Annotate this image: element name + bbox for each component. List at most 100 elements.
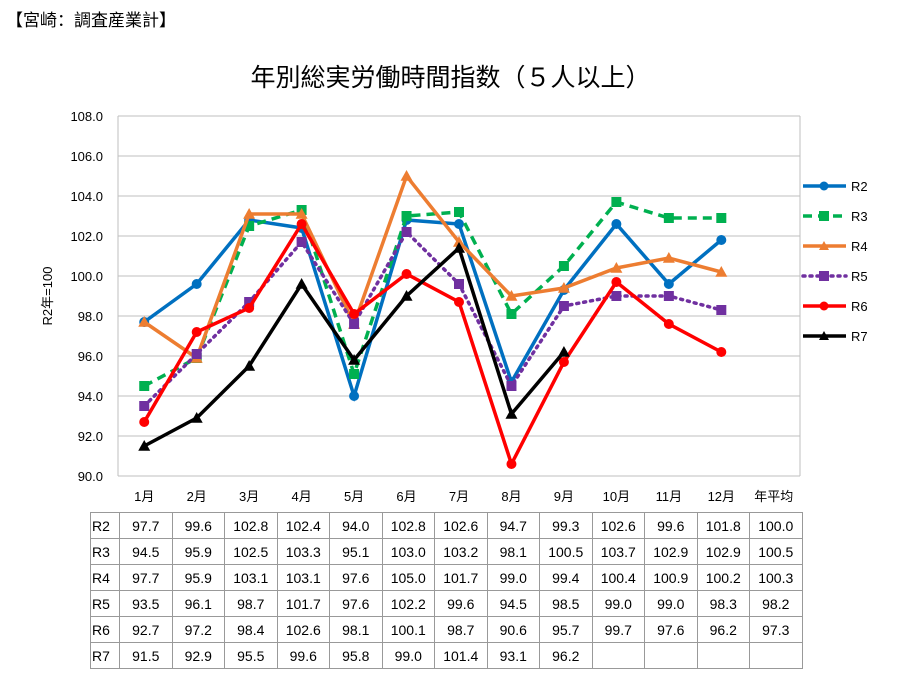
marker-triangle bbox=[243, 208, 256, 219]
table-cell: 99.6 bbox=[276, 642, 330, 669]
table-cell bbox=[644, 642, 698, 669]
table-cell: 101.7 bbox=[276, 590, 330, 617]
row-label: R5 bbox=[90, 590, 120, 617]
header-label: 【宮崎：調査産業計】 bbox=[6, 11, 176, 30]
table-cell: 101.7 bbox=[434, 564, 488, 591]
marker-circle bbox=[506, 459, 517, 469]
table-cell: 103.1 bbox=[224, 564, 278, 591]
table-cell: 97.6 bbox=[329, 564, 383, 591]
marker-triangle bbox=[715, 266, 728, 277]
marker-triangle bbox=[138, 316, 151, 327]
marker-triangle bbox=[819, 331, 829, 340]
table-cell: 90.6 bbox=[486, 616, 540, 643]
marker-circle bbox=[819, 301, 829, 311]
table-cell: 100.4 bbox=[591, 564, 645, 591]
marker-square bbox=[663, 213, 674, 223]
table-cell: 103.3 bbox=[276, 538, 330, 565]
marker-triangle bbox=[190, 412, 203, 423]
table-cell: 100.1 bbox=[381, 616, 435, 643]
table-cell: 98.3 bbox=[696, 590, 750, 617]
table-cell: 102.4 bbox=[276, 512, 330, 539]
x-tick-label: 7月 bbox=[449, 489, 469, 504]
legend-label: R2 bbox=[851, 179, 868, 194]
table-cell: 98.5 bbox=[539, 590, 593, 617]
table-cell: 99.0 bbox=[486, 564, 540, 591]
table-cell: 96.2 bbox=[696, 616, 750, 643]
table-cell: 98.7 bbox=[224, 590, 278, 617]
table-cell: 98.4 bbox=[224, 616, 278, 643]
table-cell: 102.8 bbox=[381, 512, 435, 539]
legend-item: R6 bbox=[803, 299, 868, 314]
x-tick-label: 12月 bbox=[708, 489, 735, 504]
series-line bbox=[143, 172, 722, 361]
table-cell: 103.7 bbox=[591, 538, 645, 565]
table-cell: 102.9 bbox=[696, 538, 750, 565]
legend-label: R5 bbox=[851, 269, 868, 284]
marker-circle bbox=[191, 279, 202, 289]
marker-square bbox=[454, 207, 464, 217]
y-tick-label: 106.0 bbox=[70, 149, 103, 164]
table-cell: 98.7 bbox=[434, 616, 488, 643]
table-cell: 100.5 bbox=[539, 538, 593, 565]
marker-circle bbox=[296, 219, 307, 229]
y-tick-label: 100.0 bbox=[70, 269, 103, 284]
table-cell: 102.6 bbox=[276, 616, 330, 643]
table-cell: 99.4 bbox=[539, 564, 593, 591]
marker-square bbox=[506, 309, 517, 319]
table-cell: 105.0 bbox=[381, 564, 435, 591]
marker-square bbox=[558, 261, 569, 271]
marker-square bbox=[611, 291, 622, 301]
marker-square bbox=[716, 305, 727, 315]
marker-triangle bbox=[819, 241, 829, 250]
marker-circle bbox=[244, 303, 255, 313]
marker-circle bbox=[611, 277, 622, 287]
table-row: R5 93.5 96.1 98.7 101.7 97.6 102.2 99.6 94.5 98.5… bbox=[90, 590, 803, 617]
marker-triangle bbox=[505, 408, 518, 419]
marker-triangle bbox=[295, 278, 308, 289]
table-cell: 100.2 bbox=[696, 564, 750, 591]
marker-square bbox=[716, 213, 727, 223]
marker-triangle bbox=[400, 170, 413, 181]
table-cell: 99.0 bbox=[591, 590, 645, 617]
marker-circle bbox=[716, 347, 727, 357]
table-cell: 95.9 bbox=[171, 538, 225, 565]
series-line bbox=[142, 229, 724, 408]
row-label: R3 bbox=[90, 538, 120, 565]
table-cell: 96.1 bbox=[171, 590, 225, 617]
y-tick-label: 94.0 bbox=[78, 389, 103, 404]
data-table: R2 97.7 99.6 102.8 102.4 94.0 102.8 102.6 94.7 99… bbox=[90, 512, 803, 669]
chart-title: 年別総実労働時間指数（５人以上） bbox=[250, 64, 651, 92]
y-tick-label: 90.0 bbox=[78, 469, 103, 484]
table-cell: 100.5 bbox=[749, 538, 803, 565]
marker-square bbox=[191, 349, 202, 359]
table-cell: 99.6 bbox=[434, 590, 488, 617]
marker-triangle bbox=[557, 346, 570, 357]
marker-triangle bbox=[138, 440, 151, 451]
table-cell: 97.6 bbox=[644, 616, 698, 643]
series-R6 bbox=[139, 219, 727, 469]
marker-triangle bbox=[400, 290, 413, 301]
marker-square bbox=[401, 211, 412, 221]
marker-triangle bbox=[662, 252, 675, 263]
table-cell: 100.3 bbox=[749, 564, 803, 591]
table-cell: 93.5 bbox=[119, 590, 173, 617]
table-cell: 97.7 bbox=[119, 564, 173, 591]
marker-square bbox=[454, 279, 464, 289]
marker-circle bbox=[819, 181, 829, 191]
marker-triangle bbox=[453, 236, 465, 247]
table-cell: 101.8 bbox=[696, 512, 750, 539]
marker-circle bbox=[349, 309, 360, 319]
table-cell: 95.1 bbox=[329, 538, 383, 565]
legend-item: R4 bbox=[803, 239, 868, 254]
table-cell: 95.8 bbox=[329, 642, 383, 669]
marker-square bbox=[558, 301, 569, 311]
x-tick-label: 8月 bbox=[501, 489, 521, 504]
table-row: R3 94.5 95.9 102.5 103.3 95.1 103.0 103.2 98.1 10… bbox=[90, 538, 803, 565]
marker-circle bbox=[139, 417, 150, 427]
series-line bbox=[143, 218, 723, 402]
table-cell: 91.5 bbox=[119, 642, 173, 669]
series-R2 bbox=[139, 215, 727, 402]
table-cell: 94.7 bbox=[486, 512, 540, 539]
